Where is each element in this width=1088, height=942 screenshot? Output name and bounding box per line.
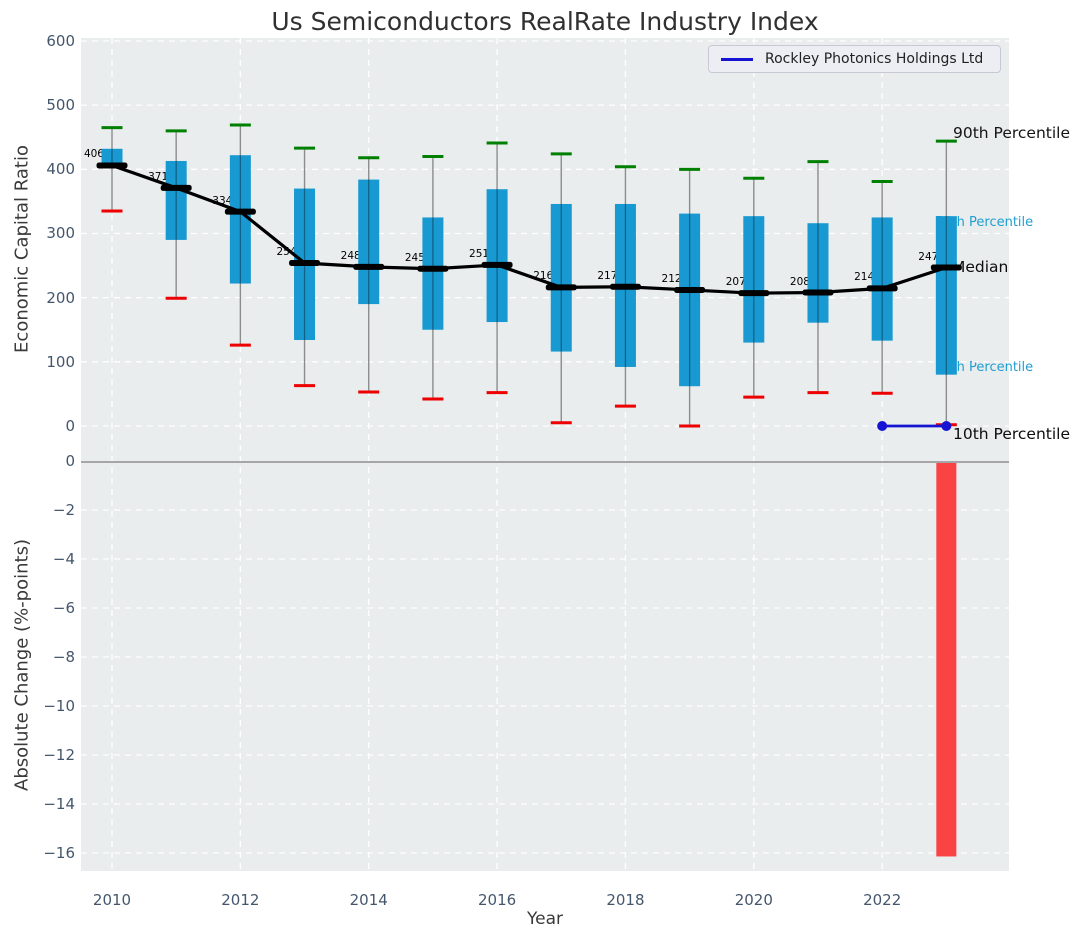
top-y-tick-500: 500 [31,96,75,114]
median-marker-2010 [97,162,128,168]
top-y-tick-0: 0 [31,417,75,435]
legend-label: Rockley Photonics Holdings Ltd [765,51,983,67]
company-marker-2023 [941,421,951,431]
bottom-y-tick--10: −10 [31,697,75,715]
x-tick-2010: 2010 [93,892,131,908]
median-marker-2020 [738,290,769,296]
legend-line-sample-company [721,58,753,61]
top-y-tick-100: 100 [31,353,75,371]
median-marker-2016 [482,262,513,268]
median-marker-2013 [289,260,320,266]
bottom-y-tick--2: −2 [31,501,75,519]
median-marker-2022 [867,285,898,291]
legend: Rockley Photonics Holdings Ltd [708,45,1001,73]
bottom-y-tick--12: −12 [31,746,75,764]
top-y-tick-600: 600 [31,32,75,50]
company-marker-2022 [877,421,887,431]
bottom-y-tick--14: −14 [31,795,75,813]
bottom-y-tick--6: −6 [31,599,75,617]
median-marker-2017 [546,284,577,290]
change-bar-2023 [936,463,956,856]
x-tick-2022: 2022 [863,892,901,908]
median-marker-2023 [931,265,962,271]
median-marker-2014 [353,264,384,270]
bottom-y-tick-0: 0 [31,452,75,470]
x-tick-2014: 2014 [350,892,388,908]
gridlines [81,38,1009,869]
median-marker-2015 [417,266,448,272]
bottom-y-tick--16: −16 [31,844,75,862]
figure: Us Semiconductors RealRate Industry Inde… [0,0,1088,942]
chart-canvas [0,0,1088,942]
bottom-y-tick--4: −4 [31,550,75,568]
top-y-tick-200: 200 [31,289,75,307]
x-tick-2012: 2012 [221,892,259,908]
top-y-tick-300: 300 [31,224,75,242]
median-marker-2011 [161,185,192,191]
median-marker-2021 [802,290,833,296]
percentile-boxes [102,149,957,386]
x-tick-2020: 2020 [735,892,773,908]
median-marker-2012 [225,209,256,215]
x-tick-2016: 2016 [478,892,516,908]
median-marker-2019 [674,287,705,293]
bottom-y-tick--8: −8 [31,648,75,666]
top-y-tick-400: 400 [31,160,75,178]
median-marker-2018 [610,284,641,290]
x-tick-2018: 2018 [606,892,644,908]
